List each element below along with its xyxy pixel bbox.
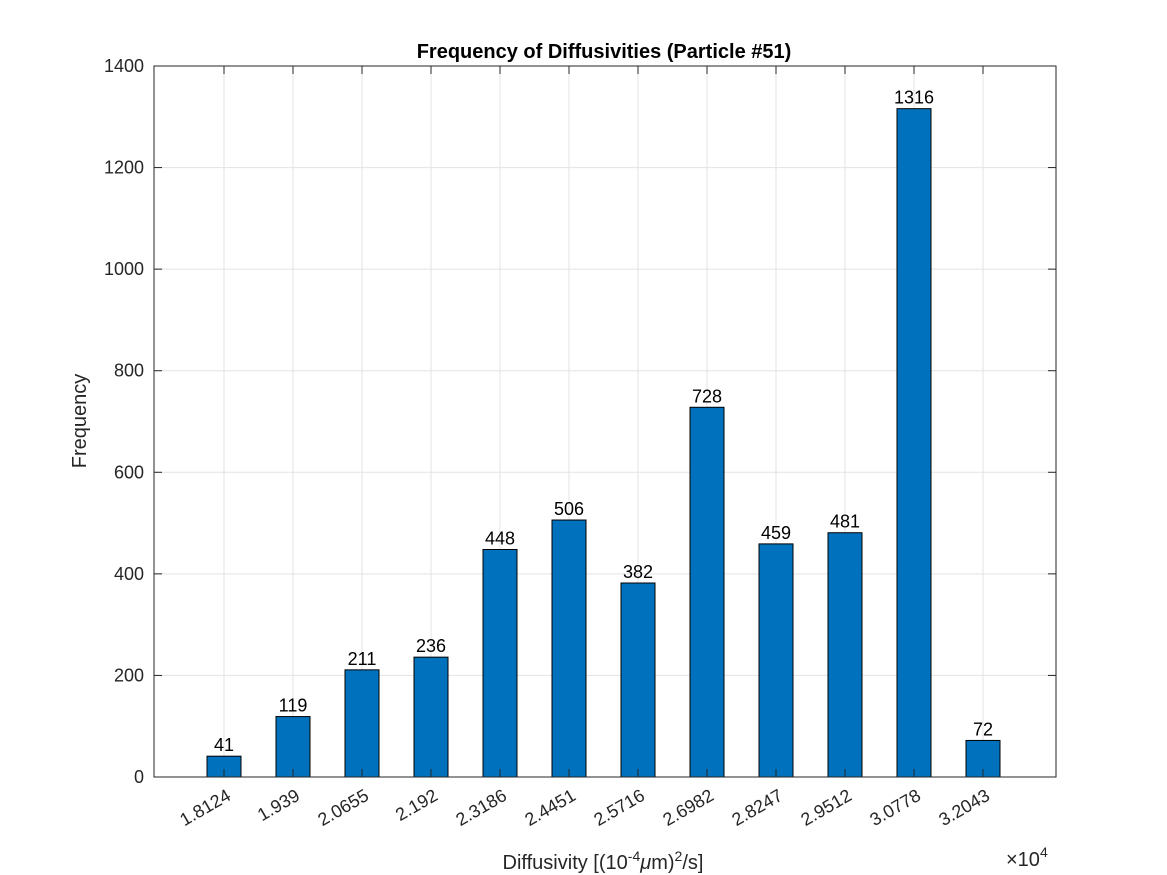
y-axis-label: Frequency (69, 374, 91, 469)
x-axis-label-exp: -4 (628, 848, 641, 864)
chart-title: Frequency of Diffusivities (Particle #51… (417, 41, 792, 63)
y-tick-label: 1400 (104, 56, 144, 76)
bar (344, 669, 380, 778)
y-tick-label: 1000 (104, 259, 144, 279)
y-tick-label: 1200 (104, 158, 144, 178)
x-axis-multiplier: ×104 (1006, 844, 1048, 871)
data-label: 119 (279, 696, 308, 716)
data-labels: 41 119 211 236 448 506 382 728 459 481 1316 72 (214, 88, 993, 756)
data-label: 211 (348, 649, 377, 669)
data-label: 459 (761, 523, 791, 543)
data-label: 382 (623, 562, 653, 582)
ticks (154, 65, 1056, 778)
x-axis-label-mu: μ (639, 852, 651, 874)
x-axis-label-suffix: /s] (682, 852, 703, 874)
bar (827, 532, 863, 778)
bar (551, 519, 587, 778)
x-axis-label-mid: m) (651, 852, 674, 874)
y-tick-label: 400 (114, 564, 144, 584)
bar (689, 406, 725, 778)
y-tick-label: 200 (114, 665, 144, 685)
bars (206, 108, 1001, 778)
data-label: 481 (830, 512, 860, 532)
data-label: 72 (973, 719, 993, 739)
bar (482, 548, 518, 778)
data-label: 448 (485, 528, 515, 548)
x-axis-label: Diffusivity [(10-4μm)2/s] (503, 848, 704, 874)
x-axis-label-exp2: 2 (675, 848, 683, 864)
data-label: 728 (692, 386, 722, 406)
x-multiplier-base: ×10 (1006, 849, 1040, 871)
axes-box (153, 65, 1057, 778)
y-tick-labels: 0 200 400 600 800 1000 1200 1400 (104, 56, 144, 787)
x-multiplier-exp: 4 (1040, 844, 1048, 860)
data-label: 236 (416, 636, 446, 656)
y-tick-label: 600 (114, 462, 144, 482)
bar (896, 108, 932, 778)
data-label: 41 (214, 735, 234, 755)
data-label: 506 (554, 499, 584, 519)
y-tick-label: 800 (114, 361, 144, 381)
y-tick-label: 0 (134, 767, 144, 787)
bar (275, 716, 311, 778)
data-label: 1316 (894, 88, 934, 108)
x-axis-label-prefix: Diffusivity [(10 (503, 852, 628, 874)
bar (413, 656, 449, 778)
bar (758, 543, 794, 778)
bar (620, 582, 656, 778)
